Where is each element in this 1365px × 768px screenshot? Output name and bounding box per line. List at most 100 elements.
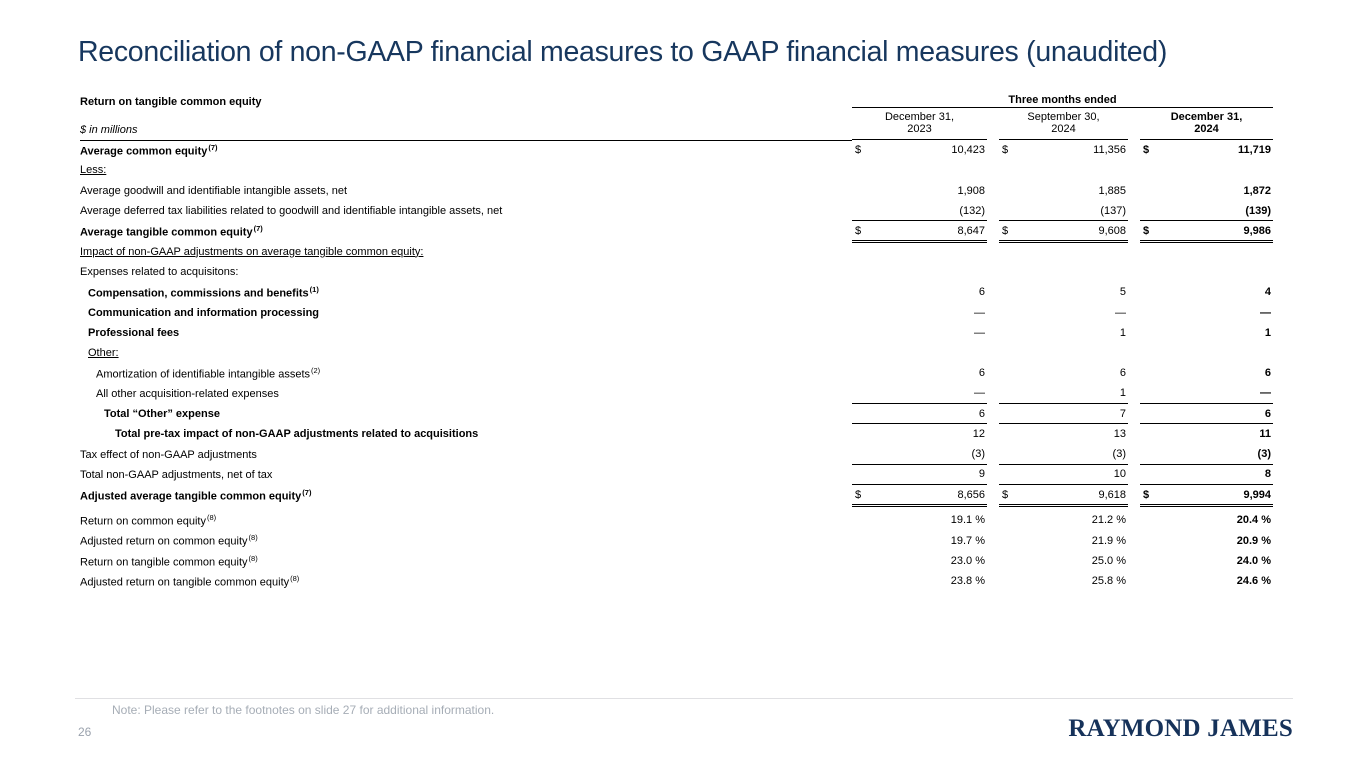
cell-value: $9,618 [987,485,1128,508]
row-label: Less: [80,164,107,177]
table-row: Less: [80,160,1273,180]
financial-table: Return on tangible common equity Three m… [80,94,1273,592]
cell-value: 6 [852,404,987,425]
cell-value: 19.1 % [950,514,985,527]
cell-value [852,262,987,282]
cell-value: 1,885 [1098,184,1126,197]
cell-value: 5 [1119,286,1126,299]
cell-value: 21.9 % [1091,534,1126,547]
row-label: Total non-GAAP adjustments, net of tax [80,468,273,481]
cell-value [852,160,987,180]
column-header-line1: December 31, [884,111,955,123]
cell-value: (3) [1128,444,1273,465]
table-row: Total non-GAAP adjustments, net of tax 9 1… [80,465,1273,486]
table-row: Tax effect of non-GAAP adjustments (3) (3)… [80,444,1273,465]
column-header-line2: 2024 [1051,122,1076,135]
cell-value: 1 [987,384,1128,404]
cell-value [852,241,987,261]
row-label: Average tangible common equity(7) [80,224,263,239]
page-number: 26 [78,725,92,739]
currency-symbol: $ [1002,144,1009,157]
cell-value: 20.4 % [1236,514,1271,527]
column-header-dec-2024: December 31, 2024 [1128,108,1273,140]
table-row: Average deferred tax liabilities related… [80,201,1273,222]
table-row: All other acquisition-related expenses —1… [80,384,1273,404]
table-row: Adjusted return on tangible common equit… [80,571,1273,591]
row-label: Tax effect of non-GAAP adjustments [80,448,257,461]
units-label: $ in millions [80,108,852,141]
footnote-marker: (7) [253,224,263,233]
table-row: Return on common equity(8) 19.1 % 21.2 % 20… [80,505,1273,530]
cell-value: 10 [987,465,1128,486]
cell-value: 25.8 % [1091,575,1126,588]
table-row: Adjusted return on common equity(8) 19.7 … [80,531,1273,551]
table-row: Average tangible common equity(7) $8,647 $… [80,221,1273,244]
table-row: Other: [80,343,1273,363]
footnote-marker: (7) [208,143,218,153]
table-row: Communication and information processing… [80,302,1273,322]
footnote-marker: (7) [302,487,312,497]
cell-value: 24.6 % [1236,575,1271,588]
cell-value: 1 [1119,326,1126,339]
table-row: Compensation, commissions and benefits(1… [80,282,1273,302]
column-header-line1: December 31, [1170,111,1243,123]
column-header-line2: 2023 [907,122,932,135]
row-label: Average deferred tax liabilities related… [80,205,503,218]
cell-value: 12 [972,428,985,441]
row-label: Total pre-tax impact of non-GAAP adjustm… [115,428,479,441]
cell-value: 25.0 % [1091,555,1126,568]
footer-divider [75,698,1293,699]
column-header-sep-2024: September 30, 2024 [987,108,1128,140]
footnote-marker: (8) [248,533,258,543]
row-label: Adjusted return on common equity(8) [80,533,258,549]
currency-symbol: $ [855,488,862,501]
currency-symbol: $ [1002,224,1009,237]
footnote-marker: (1) [309,284,319,294]
cell-value: 19.7 % [950,534,985,547]
cell-value: (3) [987,444,1128,465]
cell-value: 6 [1128,404,1273,425]
footnote-marker: (8) [290,574,300,584]
cell-value [1128,262,1273,282]
currency-symbol: $ [1143,224,1150,237]
cell-value [1128,241,1273,261]
table-row: Impact of non-GAAP adjustments on averag… [80,241,1273,261]
currency-symbol: $ [1143,488,1150,501]
cell-value: 11 [1259,428,1271,441]
cell-value [987,262,1128,282]
table-row: Average common equity(7) $10,423 $11,356 $1… [80,140,1273,160]
row-label: Average common equity(7) [80,143,218,158]
cell-value: 20.9 % [1236,534,1271,547]
cell-value: — [1260,306,1271,319]
cell-value: $8,656 [852,485,987,508]
reconciliation-table: Return on tangible common equity Three m… [80,94,1273,592]
cell-value: 6 [978,367,985,380]
cell-value: — [1115,306,1126,319]
cell-value: 23.0 % [950,555,985,568]
footnote-marker: (8) [206,513,217,523]
cell-value: 4 [1264,286,1271,299]
column-header-row: $ in millions December 31, 2023 September… [80,108,1273,141]
cell-value: — [852,384,987,404]
cell-value: 1,908 [957,184,985,197]
row-label: Compensation, commissions and benefits(1… [88,284,319,300]
cell-value [987,241,1128,261]
table-row: Expenses related to acquisitons: [80,262,1273,282]
table-row: Total “Other” expense 6 7 6 [80,404,1273,425]
row-label: Return on tangible common equity(8) [80,553,258,569]
row-label: Expenses related to acquisitons: [80,265,239,278]
group-header-cell: Three months ended [852,94,1273,108]
cell-value: $8,647 [852,221,987,244]
cell-value: 9 [852,465,987,486]
cell-value: (3) [852,444,987,465]
cell-value: 24.0 % [1236,555,1271,568]
cell-value [852,343,987,363]
row-label: Other: [88,347,119,360]
cell-value: 8 [1128,465,1273,486]
cell-value: 23.8 % [950,575,985,588]
table-row: Adjusted average tangible common equity(… [80,485,1273,508]
cell-value: 21.2 % [1091,514,1126,527]
row-label: Adjusted return on tangible common equit… [80,574,300,589]
column-header-dec-2023: December 31, 2023 [852,108,987,140]
